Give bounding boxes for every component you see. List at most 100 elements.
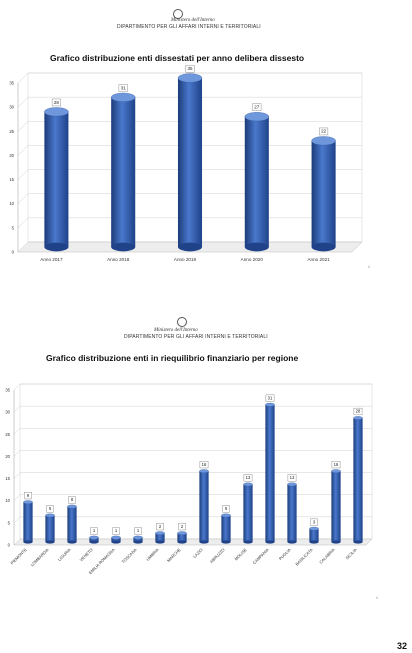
bar-base — [177, 242, 203, 252]
data-label: 2 — [181, 524, 184, 529]
ministry-name: Ministero dell'Interno — [171, 18, 215, 23]
gridline — [13, 450, 372, 457]
bar-base — [221, 540, 231, 544]
x-tick-label: Anno 2017 — [40, 257, 63, 262]
bar-base — [331, 540, 341, 544]
x-tick-label: ABRUZZO — [209, 547, 226, 564]
x-tick-label: PUGLIA — [278, 547, 292, 561]
gridline — [13, 538, 372, 546]
bar-top — [23, 500, 33, 504]
bar-base — [111, 242, 136, 252]
data-label: 28 — [54, 100, 60, 105]
data-label-box — [68, 496, 76, 504]
bar-top — [89, 535, 99, 540]
chart-title: Grafico distribuzione enti dissestati pe… — [50, 53, 305, 63]
data-label: 2 — [159, 524, 162, 529]
bar-top — [45, 513, 55, 518]
data-label-box — [353, 407, 363, 416]
y-tick-label: 15 — [9, 177, 14, 182]
bar — [221, 515, 231, 542]
data-label-box — [252, 103, 262, 111]
data-label-box — [51, 98, 61, 107]
bar — [111, 97, 136, 247]
bar — [309, 528, 319, 542]
bar — [67, 506, 77, 542]
bar-top — [311, 136, 336, 146]
bar-base — [199, 540, 209, 544]
x-tick-label: LAZIO — [192, 547, 204, 559]
data-label-box — [156, 523, 164, 531]
gridline — [17, 72, 362, 84]
bar-base — [67, 540, 77, 544]
bar-base — [265, 540, 275, 544]
data-label: 1 — [115, 528, 118, 533]
x-tick-label: CALABRIA — [318, 547, 336, 565]
bar-top — [133, 535, 143, 540]
data-label: 16 — [202, 462, 207, 467]
data-label: 31 — [268, 395, 273, 400]
data-label: 27 — [254, 105, 260, 110]
bar — [23, 502, 33, 542]
bar — [353, 418, 363, 542]
data-label: 31 — [121, 85, 127, 90]
x-tick-label: VENETO — [79, 547, 94, 562]
bar-top — [44, 107, 69, 117]
x-tick-label: CAMPANIA — [252, 547, 270, 565]
data-label-box — [178, 523, 186, 531]
department-name: DIPARTIMENTO PER GLI AFFARI INTERNI E TE… — [124, 334, 268, 340]
bar-top — [243, 482, 253, 487]
y-tick-label: 0 — [8, 543, 11, 548]
data-label: 13 — [246, 475, 251, 480]
bar — [44, 111, 69, 247]
data-label: 1 — [137, 528, 140, 533]
gridline — [17, 96, 362, 108]
data-label-box — [24, 492, 32, 500]
data-label-box — [331, 461, 341, 469]
x-tick-label: LOMBARDIA — [30, 547, 50, 567]
data-label-box — [118, 84, 128, 92]
bar-top — [244, 112, 269, 122]
x-tick-label: PIEMONTE — [9, 547, 28, 566]
data-label: 1 — [93, 528, 96, 533]
bar-top — [177, 531, 187, 535]
bar-top — [155, 531, 165, 535]
bar-top — [287, 482, 297, 487]
data-label-box — [243, 474, 253, 482]
gridline — [13, 516, 372, 524]
page-number: 32 — [397, 641, 408, 651]
bar-top — [111, 92, 136, 102]
data-label-box — [310, 518, 318, 526]
y-tick-label: 35 — [9, 81, 14, 86]
x-tick-label: Anno 2020 — [241, 257, 264, 262]
data-label: 6 — [225, 506, 228, 511]
bar — [287, 484, 297, 542]
data-label: 28 — [356, 409, 361, 414]
x-tick-label: UMBRIA — [145, 547, 160, 562]
bar-top — [353, 416, 363, 420]
data-label: 13 — [290, 475, 295, 480]
footer-mark: 6 — [368, 264, 371, 269]
gridline — [13, 405, 372, 413]
bar-base — [155, 540, 165, 544]
footer-mark: 6 — [376, 595, 379, 600]
bar-base — [177, 540, 187, 544]
bar — [265, 404, 275, 542]
bar-top — [177, 73, 203, 83]
bar-base — [353, 540, 363, 544]
bar — [177, 78, 203, 247]
data-label: 35 — [187, 66, 193, 71]
gridline — [13, 383, 372, 391]
bar-top — [221, 513, 231, 518]
x-tick-label: MARCHE — [166, 547, 182, 563]
bar-top — [309, 526, 319, 531]
data-label: 16 — [334, 462, 339, 467]
department-name: DIPARTIMENTO PER GLI AFFARI INTERNI E TE… — [117, 24, 261, 30]
y-tick-label: 15 — [5, 476, 10, 481]
x-tick-label: Anno 2021 — [307, 257, 330, 262]
gridline — [13, 472, 372, 479]
x-tick-label: BASILICATA — [294, 547, 314, 567]
bar-base — [309, 540, 319, 544]
bar — [177, 533, 187, 542]
gridline — [13, 428, 372, 435]
